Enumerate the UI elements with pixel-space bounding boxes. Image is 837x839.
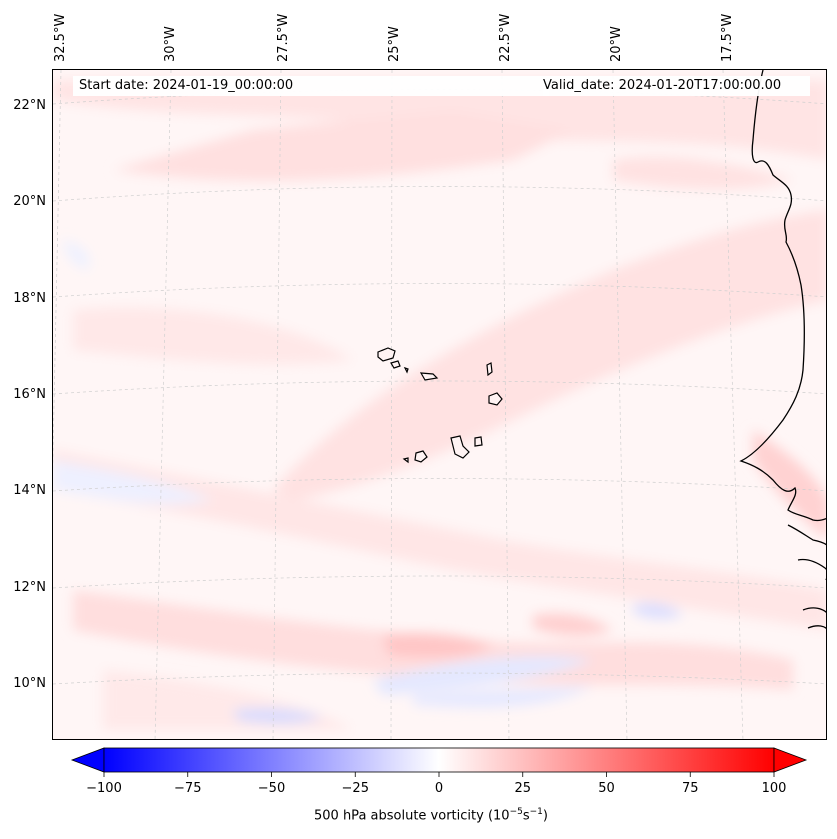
start-date-label: Start date: 2024-01-19_00:00:00 [73,76,549,96]
colorbar-max-arrow [773,747,808,773]
colorbar-title-mid: s [522,808,530,824]
cape-verde-islands [377,347,503,464]
lat-label-20n: 20°N [13,194,46,209]
lon-label-17-5w: 17.5°W [720,13,735,62]
colorbar-tick-label: −100 [86,781,122,796]
map-panel[interactable]: Start date: 2024-01-19_00:00:00 Valid_da… [52,69,827,740]
valid-date-label: Valid_date: 2024-01-20T17:00:00.00 [543,76,810,96]
vorticity-field [53,70,826,739]
coastline [739,70,826,629]
lon-label-27-5w: 27.5°W [276,13,291,62]
colorbar-min-arrow [70,747,105,773]
lon-label-30w: 30°W [163,26,178,62]
colorbar-tick-label: 75 [681,781,699,796]
colorbar-tick-label: 50 [598,781,615,796]
lon-label-20w: 20°W [609,26,624,62]
colorbar-tick-label: 100 [761,781,787,796]
colorbar [70,747,808,777]
colorbar-tick-label: −50 [257,781,286,796]
lon-label-32-5w: 32.5°W [53,13,68,62]
lat-label-22n: 22°N [13,98,46,113]
colorbar-exp1: −5 [509,807,523,817]
lat-label-16n: 16°N [13,387,46,402]
colorbar-tick-label: 0 [434,781,444,796]
graticule [53,70,826,739]
lon-label-22-5w: 22.5°W [498,13,513,62]
colorbar-title-end: ) [542,808,548,824]
colorbar-tick-label: 25 [514,781,532,796]
colorbar-tick-label: −75 [174,781,202,796]
colorbar-gradient [103,747,775,773]
colorbar-tick-label: −25 [341,781,369,796]
colorbar-title-text: 500 hPa absolute vorticity (10 [314,808,510,824]
lat-label-14n: 14°N [13,483,46,498]
colorbar-exp2: −1 [529,807,543,817]
lat-label-12n: 12°N [13,580,46,595]
lon-label-25w: 25°W [387,26,402,62]
colorbar-title: 500 hPa absolute vorticity (10−5s−1) [314,807,548,823]
lat-label-10n: 10°N [13,676,46,691]
lat-label-18n: 18°N [13,291,46,306]
vorticity-shading [53,80,826,730]
